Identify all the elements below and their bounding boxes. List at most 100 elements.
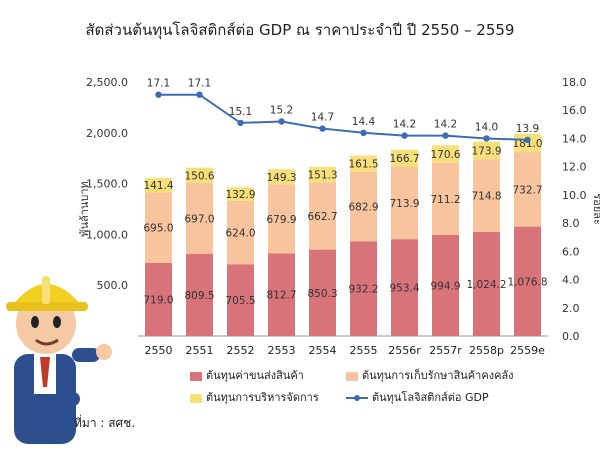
bar-data-label: 170.6 bbox=[430, 149, 460, 161]
ratio-point bbox=[196, 91, 203, 98]
bar-data-label: 812.7 bbox=[266, 290, 296, 302]
legend-line-marker bbox=[346, 395, 368, 401]
ratio-data-label: 14.2 bbox=[434, 119, 457, 131]
y2-axis-label: ร้อยละ bbox=[591, 193, 600, 225]
bar-segment bbox=[391, 166, 418, 240]
bar-segment bbox=[391, 239, 418, 336]
ratio-point bbox=[401, 132, 408, 139]
bar-segment bbox=[268, 184, 295, 254]
bar-data-label: 719.0 bbox=[143, 294, 173, 306]
chart-title: สัดส่วนต้นทุนโลจิสติกส์ต่อ GDP ณ ราคาประ… bbox=[85, 21, 515, 39]
worker-mascot-illustration bbox=[6, 276, 112, 444]
y2-tick-label: 0.0 bbox=[562, 330, 580, 343]
legend-swatch-admin bbox=[190, 393, 202, 403]
bar-data-label: 132.9 bbox=[225, 189, 255, 201]
bar-data-label: 173.9 bbox=[471, 145, 501, 157]
ratio-point bbox=[278, 118, 285, 125]
bar-data-label: 714.8 bbox=[471, 191, 501, 203]
bar-segment bbox=[432, 145, 459, 163]
bar-segment bbox=[145, 192, 172, 263]
bar-data-label: 151.3 bbox=[307, 170, 337, 182]
bar-segment bbox=[432, 234, 459, 336]
legend-item-transport: ต้นทุนค่าขนส่งสินค้า bbox=[190, 366, 304, 384]
bar-segment bbox=[350, 171, 377, 242]
bar-data-label: 662.7 bbox=[307, 211, 337, 223]
bar-data-label: 624.0 bbox=[225, 228, 255, 240]
x-tick-label: 2555 bbox=[350, 344, 378, 357]
ratio-data-label: 14.2 bbox=[393, 119, 416, 131]
ratio-point bbox=[360, 129, 367, 136]
legend-label-gdp-ratio: ต้นทุนโลจิสติกส์ต่อ GDP bbox=[372, 391, 489, 404]
bar-data-label: 695.0 bbox=[143, 223, 173, 235]
bar-data-label: 713.9 bbox=[389, 198, 419, 210]
bar-segment bbox=[145, 262, 172, 336]
ratio-point bbox=[442, 132, 449, 139]
bar-data-label: 932.2 bbox=[348, 284, 378, 296]
bar-segment bbox=[473, 231, 500, 336]
source-note: ที่มา : สศช. bbox=[74, 416, 136, 430]
ratio-point bbox=[483, 135, 490, 142]
bar-data-label: 679.9 bbox=[266, 214, 296, 226]
bar-segment bbox=[309, 166, 336, 183]
ratio-data-label: 15.2 bbox=[270, 105, 293, 117]
bar-segment bbox=[473, 141, 500, 160]
y-axis-label: พันล้านบาท bbox=[78, 181, 91, 237]
y2-tick-label: 10.0 bbox=[562, 189, 587, 202]
x-tick-label: 2558p bbox=[469, 344, 504, 357]
bar-segment bbox=[227, 200, 254, 265]
ratio-point bbox=[524, 136, 531, 144]
bar-segment bbox=[145, 177, 172, 193]
y2-tick-label: 4.0 bbox=[562, 274, 580, 287]
y-tick-label: 2,000.0 bbox=[86, 127, 128, 140]
bar-segment bbox=[268, 169, 295, 185]
ratio-point bbox=[237, 119, 244, 127]
ratio-data-label: 13.9 bbox=[516, 123, 539, 135]
legend-label-admin: ต้นทุนการบริหารจัดการ bbox=[206, 391, 319, 404]
bar-segment bbox=[186, 182, 213, 254]
y2-tick-label: 2.0 bbox=[562, 302, 580, 315]
ratio-data-label: 17.1 bbox=[147, 78, 170, 90]
y-tick-label: 1,000.0 bbox=[86, 228, 128, 241]
bar-data-label: 149.3 bbox=[266, 172, 296, 184]
ratio-line bbox=[158, 93, 528, 141]
x-tick-label: 2553 bbox=[268, 344, 296, 357]
bar-data-label: 850.3 bbox=[307, 288, 337, 300]
ratio-point bbox=[155, 91, 162, 98]
x-tick-label: 2552 bbox=[227, 344, 255, 357]
legend-label-transport: ต้นทุนค่าขนส่งสินค้า bbox=[206, 369, 304, 382]
legend-swatch-inventory bbox=[346, 371, 358, 381]
bar-data-label: 1,076.8 bbox=[507, 276, 547, 288]
ratio-data-label: 14.0 bbox=[475, 121, 498, 133]
legend-item-admin: ต้นทุนการบริหารจัดการ bbox=[190, 388, 319, 406]
bar-segment bbox=[514, 152, 541, 227]
y-tick-label: 500.0 bbox=[97, 279, 129, 292]
bar-data-label: 994.9 bbox=[430, 280, 460, 292]
bar-data-label: 953.4 bbox=[389, 283, 419, 295]
ratio-point bbox=[319, 125, 326, 132]
y-tick-label: 1,500.0 bbox=[86, 178, 128, 191]
bar-segment bbox=[473, 159, 500, 232]
bar-data-label: 166.7 bbox=[389, 153, 419, 165]
x-tick-label: 2556r bbox=[388, 344, 421, 357]
legend-label-inventory: ต้นทุนการเก็บรักษาสินค้าคงคลัง bbox=[362, 369, 514, 382]
ratio-data-label: 17.1 bbox=[188, 78, 211, 90]
bar-segment bbox=[514, 226, 541, 336]
bar-data-label: 150.6 bbox=[184, 170, 214, 182]
bar-segment bbox=[391, 149, 418, 167]
bar-data-label: 705.5 bbox=[225, 295, 255, 307]
bar-data-label: 1,024.2 bbox=[466, 279, 506, 291]
bar-segment bbox=[227, 264, 254, 336]
bar-segment bbox=[432, 162, 459, 235]
y2-tick-label: 18.0 bbox=[562, 76, 587, 89]
bar-segment bbox=[309, 182, 336, 250]
bar-data-label: 711.2 bbox=[430, 194, 460, 206]
bar-data-label: 697.0 bbox=[184, 213, 214, 225]
bar-data-label: 161.5 bbox=[348, 159, 378, 171]
legend-swatch-transport bbox=[190, 371, 202, 381]
bar-data-label: 732.7 bbox=[512, 184, 542, 196]
bar-segment bbox=[186, 167, 213, 183]
bar-data-label: 141.4 bbox=[143, 180, 173, 192]
bar-segment bbox=[268, 253, 295, 336]
bar-data-label: 682.9 bbox=[348, 202, 378, 214]
bar-segment bbox=[309, 249, 336, 336]
